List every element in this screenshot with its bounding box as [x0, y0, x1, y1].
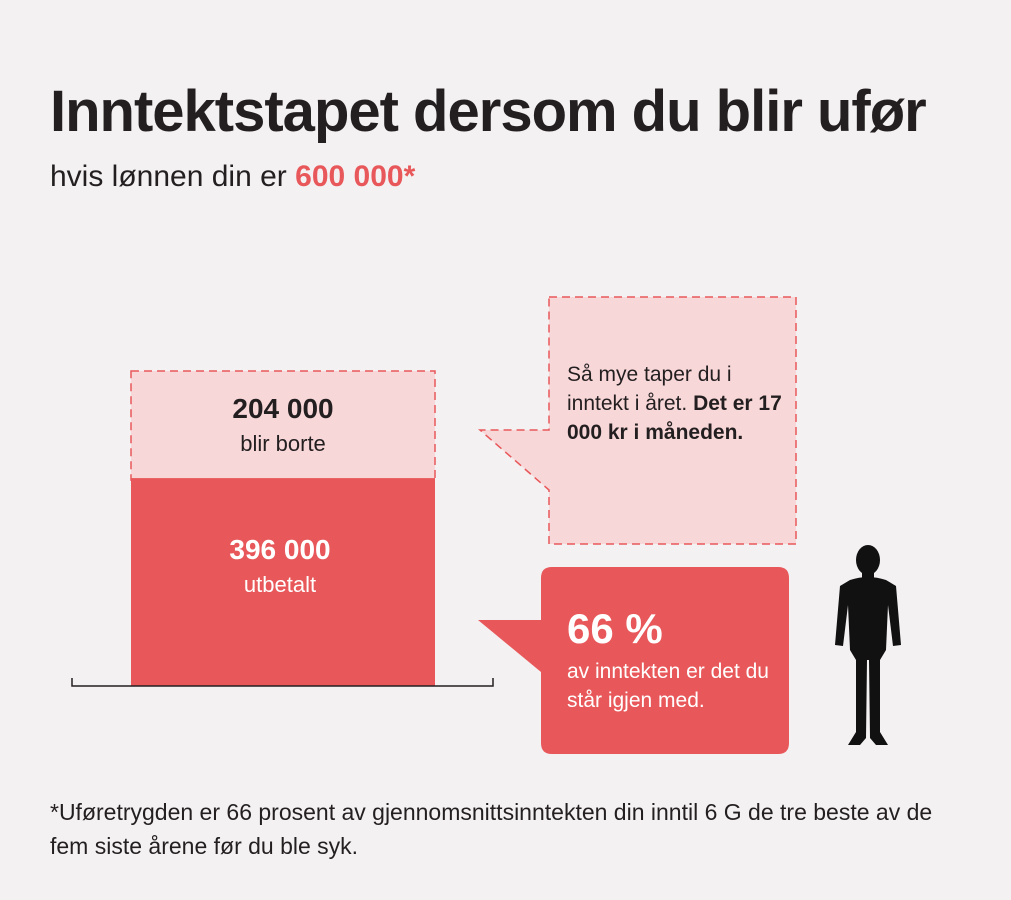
lost-value: 204 000: [232, 393, 334, 424]
share-percent: 66 %: [567, 605, 663, 652]
paid-segment-label: 396 000 utbetalt: [128, 534, 432, 598]
subtitle-prefix: hvis lønnen din er: [50, 160, 296, 193]
baseline-axis: [71, 678, 494, 687]
bar-segment-paid: [131, 478, 435, 686]
loss-callout-bubble: [477, 296, 797, 545]
footnote: *Uføretrygden er 66 prosent av gjennomsn…: [50, 799, 933, 859]
share-description: av inntekten er det du står igjen med.: [567, 660, 769, 712]
share-callout-text: 66 % av inntekten er det du står igjen m…: [567, 605, 782, 715]
person-silhouette-icon: [835, 545, 901, 745]
bar-segment-lost: [130, 370, 436, 481]
share-callout-bubble: [478, 567, 789, 754]
subtitle: hvis lønnen din er 600 000*: [50, 160, 415, 194]
loss-callout-monthly: Det er 17 000 kr i måneden.: [567, 392, 782, 444]
page-title: Inntektstapet dersom du blir ufør: [50, 79, 927, 144]
paid-label: utbetalt: [243, 572, 317, 597]
lost-label: blir borte: [240, 431, 326, 456]
lost-segment-label: 204 000 blir borte: [131, 393, 435, 457]
paid-value: 396 000: [229, 534, 331, 565]
loss-callout-line: Så mye taper du i inntekt i året.: [567, 363, 732, 415]
salary-amount: 600 000*: [295, 160, 416, 193]
loss-callout-text: Så mye taper du i inntekt i året. Det er…: [567, 360, 782, 447]
